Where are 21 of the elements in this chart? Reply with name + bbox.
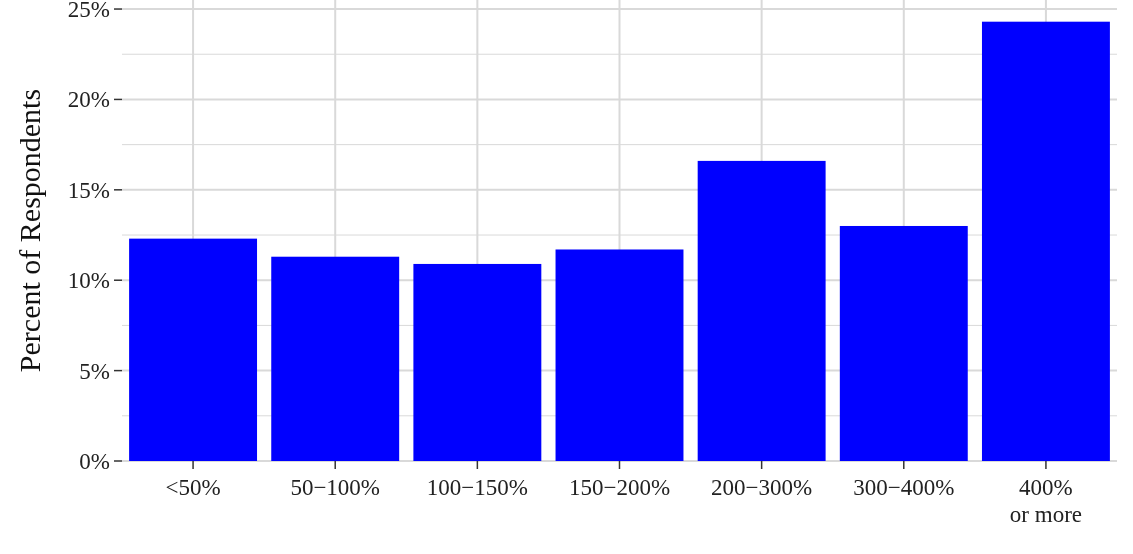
y-tick-label: 15% (67, 177, 110, 203)
bar (413, 263, 542, 461)
bar (981, 21, 1110, 461)
y-axis-title: Percent of Respondents (13, 88, 46, 373)
bar (555, 249, 684, 461)
x-tick-label: 150−200% (568, 475, 671, 500)
x-tick-label: 100−150% (426, 475, 528, 500)
x-tick-label: 200−300% (711, 475, 813, 500)
y-tick-label: 25% (67, 0, 110, 23)
y-tick-label: 0% (79, 449, 110, 475)
x-tick-label: 50−100% (290, 475, 381, 500)
y-tick-label: 10% (67, 268, 110, 294)
x-tick-label: 300−400% (853, 475, 955, 500)
bar (129, 238, 258, 461)
bar (271, 256, 400, 461)
bar (839, 225, 968, 461)
x-tick-label: 400% or more (1009, 475, 1083, 527)
y-tick-label: 5% (79, 358, 110, 384)
y-tick-label: 20% (67, 87, 110, 113)
x-tick-label: <50% (165, 475, 221, 500)
bar (697, 160, 826, 461)
